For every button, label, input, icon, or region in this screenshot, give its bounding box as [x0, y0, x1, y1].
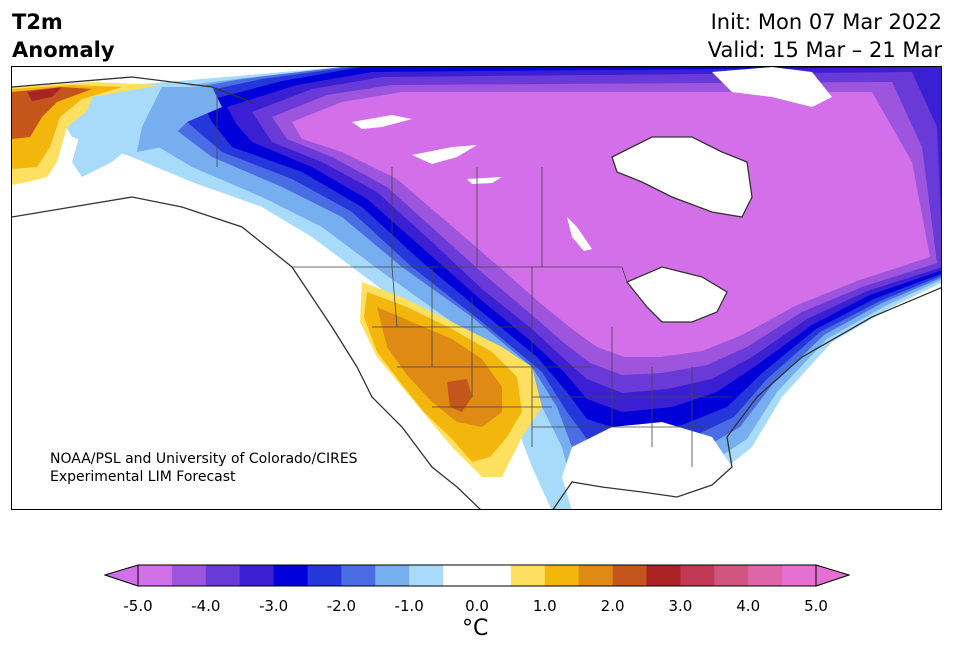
colorbar-tick-label: 2.0: [600, 597, 625, 615]
colorbar-max-extension: [815, 564, 850, 587]
hudson-bay: [612, 137, 752, 217]
colorbar-cell: [477, 565, 512, 586]
colorbar-cell: [205, 565, 241, 586]
colorbar-unit: °C: [462, 616, 488, 641]
title-line-1: T2m: [12, 10, 63, 34]
southwest-hot-spot: [447, 379, 472, 412]
colorbar-cell: [171, 565, 207, 586]
colorbar-cell: [375, 565, 410, 586]
colorbar-cell: [578, 565, 614, 586]
colorbar-cell: [748, 565, 783, 586]
colorbar-tick-label: -1.0: [394, 597, 424, 615]
init-date: Init: Mon 07 Mar 2022: [710, 10, 942, 34]
color-scale-bar: [104, 564, 850, 587]
colorbar-tick-label: -4.0: [191, 597, 221, 615]
valid-date: Valid: 15 Mar – 21 Mar: [707, 38, 942, 62]
map-canvas: [12, 67, 941, 509]
colorbar-tick-label: 5.0: [804, 597, 828, 615]
colorbar-tick-label: 0.0: [465, 597, 489, 615]
great-bear-lake: [352, 115, 412, 129]
alaska-warm-core: [27, 87, 62, 101]
colorbar-min-extension: [104, 564, 139, 587]
colorbar-cell: [714, 565, 749, 586]
colorbar-cell: [544, 565, 580, 586]
colorbar-cell: [612, 565, 648, 586]
colorbar-tick-label: -2.0: [326, 597, 357, 615]
great-slave-lake: [412, 145, 477, 164]
political-borders: [216, 87, 732, 467]
credit-line-2: Experimental LIM Forecast: [50, 469, 236, 485]
colorbar-tick-label: -5.0: [123, 597, 153, 615]
colorbar-cell: [443, 565, 478, 586]
colorbar-cell: [680, 565, 715, 586]
great-lakes: [627, 267, 727, 322]
coastlines: [12, 76, 941, 509]
title-line-2: Anomaly: [12, 38, 115, 62]
credit-line-1: NOAA/PSL and University of Colorado/CIRE…: [50, 451, 358, 467]
colorbar-cell: [510, 565, 546, 586]
colorbar-tick-label: 1.0: [532, 597, 557, 615]
colorbar-cell: [409, 565, 444, 586]
colorbar-cell: [273, 565, 309, 586]
colorbar-tick-label: 3.0: [668, 597, 693, 615]
alaska-cool-band-2: [137, 87, 222, 152]
colorbar-cell: [138, 565, 173, 586]
colorbar-outline: [137, 564, 817, 587]
map-title: T2m Anomaly: [12, 8, 115, 64]
colorbar-cell: [239, 565, 275, 586]
lake-winnipeg: [567, 217, 592, 251]
lake-athabasca: [467, 177, 502, 184]
colorbar-cell: [646, 565, 681, 586]
forecast-dates: Init: Mon 07 Mar 2022 Valid: 15 Mar – 21…: [708, 8, 942, 64]
anomaly-map: NOAA/PSL and University of Colorado/CIRE…: [11, 66, 942, 510]
colorbar-tick-label: -3.0: [258, 597, 289, 615]
colorbar-tick-label: 4.0: [736, 597, 761, 615]
data-credit: NOAA/PSL and University of Colorado/CIRE…: [50, 450, 358, 486]
unit-label: °C: [462, 616, 489, 641]
colorbar-cell: [341, 565, 376, 586]
colorbar-cell: [307, 565, 342, 586]
arctic-white: [712, 67, 832, 107]
colorbar-cell: [782, 565, 817, 586]
